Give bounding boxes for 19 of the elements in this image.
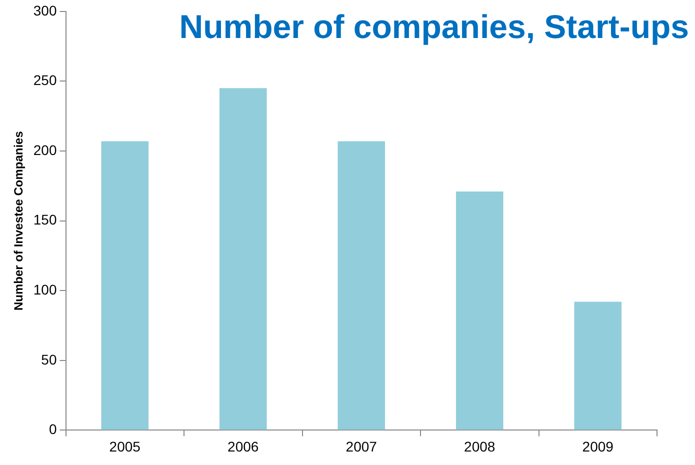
y-tick-label: 0 <box>48 421 57 438</box>
y-tick-label: 250 <box>33 72 57 88</box>
x-tick-label: 2006 <box>228 438 259 454</box>
x-tick-label: 2007 <box>346 438 378 454</box>
x-tick-label: 2008 <box>464 438 496 454</box>
y-tick-label: 200 <box>33 142 57 158</box>
y-tick-label: 300 <box>33 2 57 18</box>
chart-title: Number of companies, Start-ups <box>179 8 689 46</box>
y-tick-label: 150 <box>33 212 57 228</box>
bar <box>219 88 267 430</box>
bar <box>338 141 386 430</box>
y-tick-label: 100 <box>33 281 57 298</box>
bar <box>456 191 504 430</box>
y-axis-title: Number of Investee Companies <box>12 130 26 310</box>
x-tick-label: 2005 <box>109 438 141 454</box>
bar <box>574 302 622 430</box>
x-tick-label: 2009 <box>582 438 614 454</box>
bar <box>101 141 149 430</box>
y-tick-label: 50 <box>41 351 57 368</box>
